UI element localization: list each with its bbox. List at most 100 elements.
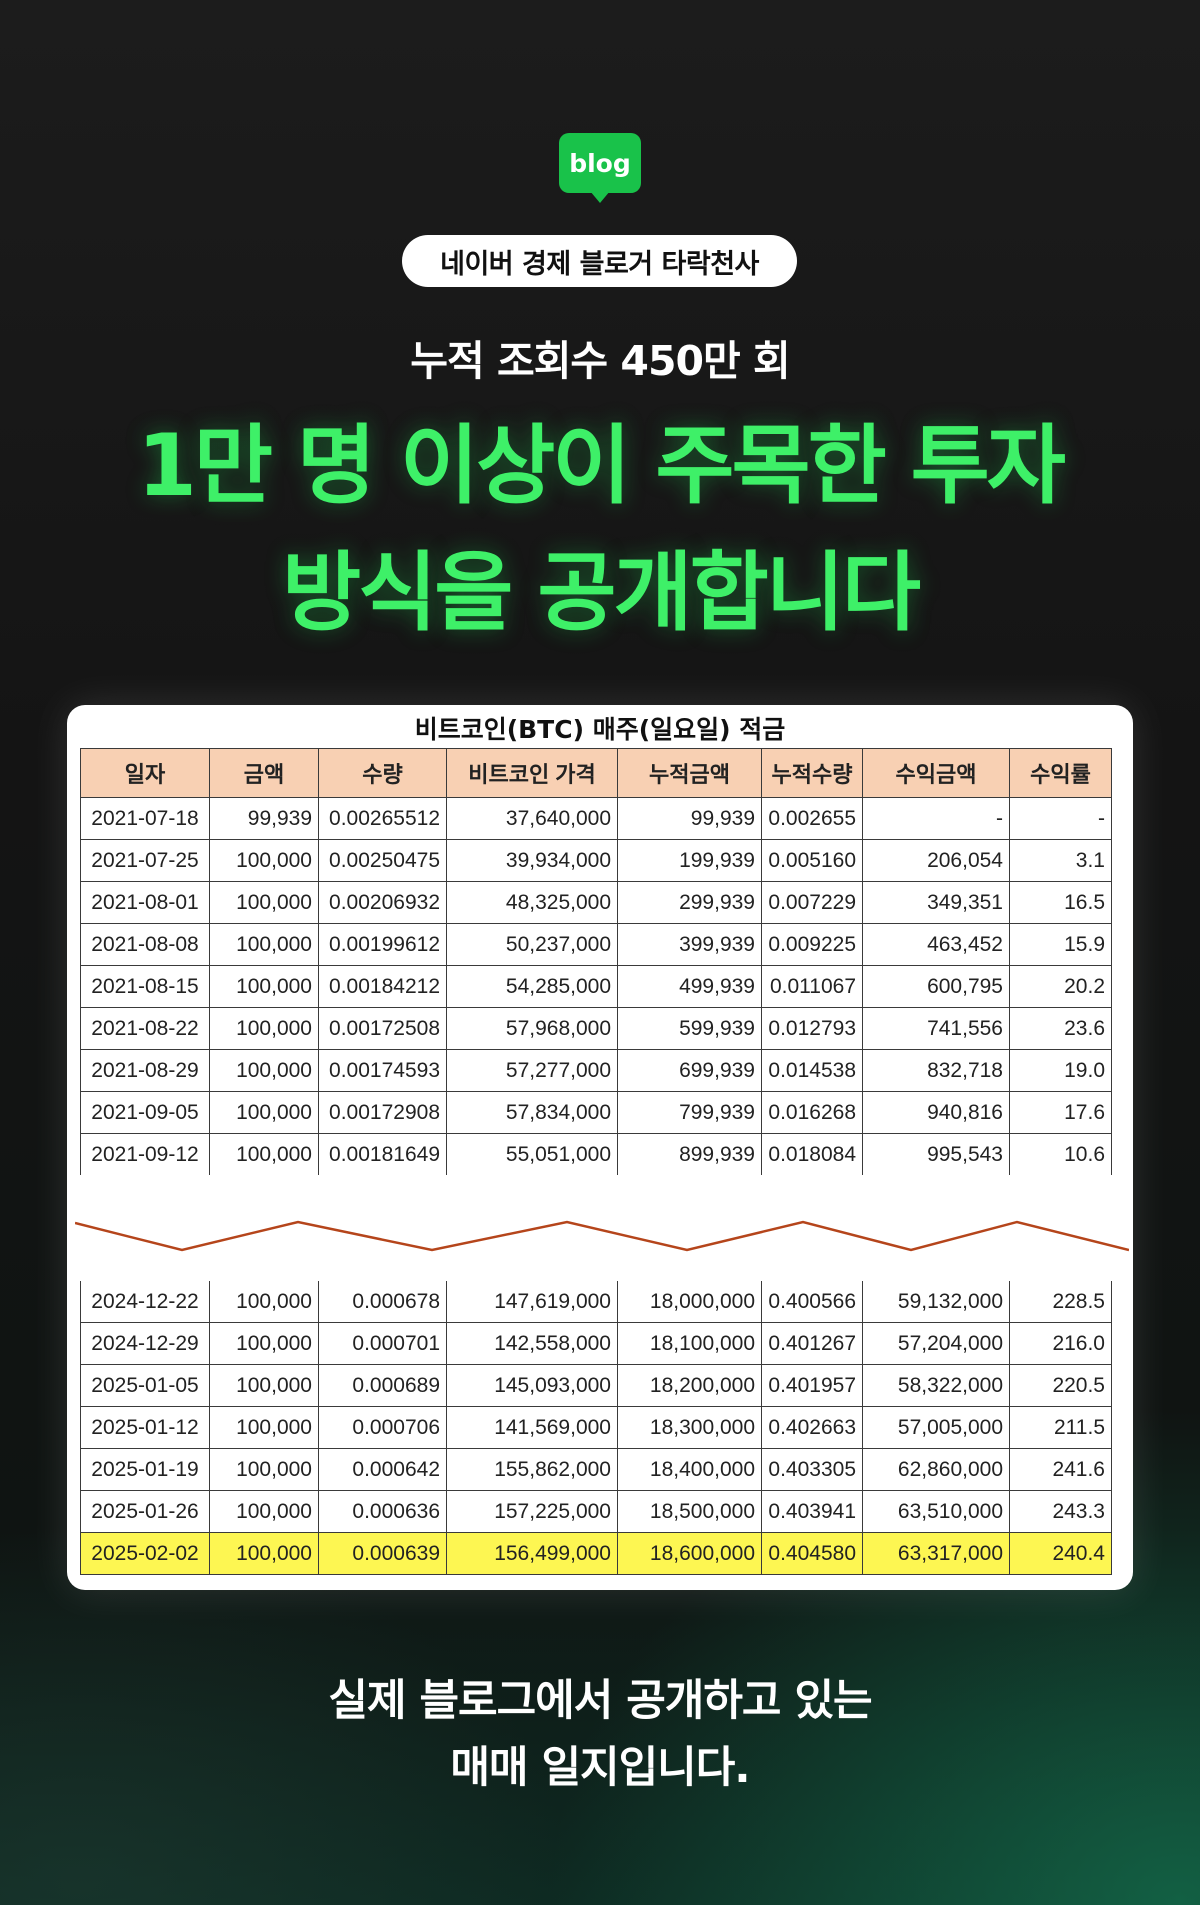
column-header: 누적수량 <box>761 748 863 798</box>
table-cell: 0.009225 <box>761 923 863 966</box>
table-cell: 241.6 <box>1009 1448 1112 1491</box>
table-cell: 0.002655 <box>761 797 863 840</box>
table-cell: 63,317,000 <box>862 1532 1010 1575</box>
table-cell: 100,000 <box>209 1490 319 1533</box>
table-cell: - <box>862 797 1010 840</box>
table-cell: 220.5 <box>1009 1364 1112 1407</box>
table-cell: 99,939 <box>617 797 762 840</box>
table-row: 2024-12-22 100,000 0.000678 147,619,000 18,0… <box>80 1281 1112 1323</box>
table-cell: 100,000 <box>209 923 319 966</box>
table-cell: 100,000 <box>209 839 319 882</box>
table-cell: 216.0 <box>1009 1322 1112 1365</box>
table-cell: 2024-12-22 <box>80 1281 210 1323</box>
table-cell: 18,200,000 <box>617 1364 762 1407</box>
table-cell: 0.011067 <box>761 965 863 1008</box>
table-cell: 155,862,000 <box>446 1448 618 1491</box>
table-cell: 2021-08-29 <box>80 1049 210 1092</box>
table-cell: 2021-07-25 <box>80 839 210 882</box>
table-cell: 0.005160 <box>761 839 863 882</box>
table-row: 2021-07-18 99,939 0.00265512 37,640,000 99,9… <box>80 797 1112 840</box>
table-cell: 499,939 <box>617 965 762 1008</box>
table-row: 2025-01-12 100,000 0.000706 141,569,000 18,3… <box>80 1406 1112 1449</box>
table-cell: 147,619,000 <box>446 1281 618 1323</box>
table-cell: 799,939 <box>617 1091 762 1134</box>
table-cell: 0.000678 <box>318 1281 447 1323</box>
table-cell: 228.5 <box>1009 1281 1112 1323</box>
table-cell: 20.2 <box>1009 965 1112 1008</box>
headline-line-1: 1만 명 이상이 주목한 투자 <box>137 416 1066 516</box>
table-cell: 2024-12-29 <box>80 1322 210 1365</box>
table-cell: 100,000 <box>209 1448 319 1491</box>
table-cell: 206,054 <box>862 839 1010 882</box>
table-cell: 57,968,000 <box>446 1007 618 1050</box>
table-cell: 0.402663 <box>761 1406 863 1449</box>
table-cell: 0.012793 <box>761 1007 863 1050</box>
table-cell: 199,939 <box>617 839 762 882</box>
table-cell: 0.00174593 <box>318 1049 447 1092</box>
table-cell: 0.00250475 <box>318 839 447 882</box>
table-cell: 63,510,000 <box>862 1490 1010 1533</box>
table-row: 2021-08-08 100,000 0.00199612 50,237,000 399… <box>80 923 1112 966</box>
column-header: 비트코인 가격 <box>446 748 618 798</box>
table-cell: 0.000689 <box>318 1364 447 1407</box>
table-cell: 18,600,000 <box>617 1532 762 1575</box>
table-cell: 599,939 <box>617 1007 762 1050</box>
blogger-badge: 네이버 경제 블로거 타락천사 <box>402 235 797 287</box>
journal-table-bottom: 2024-12-22 100,000 0.000678 147,619,000 18,0… <box>80 1281 1112 1575</box>
table-cell: 100,000 <box>209 1322 319 1365</box>
table-cell: 19.0 <box>1009 1049 1112 1092</box>
table-cell: 2021-08-01 <box>80 881 210 924</box>
table-break-zigzag <box>75 1220 1129 1252</box>
table-cell: 156,499,000 <box>446 1532 618 1575</box>
table-cell: 0.000701 <box>318 1322 447 1365</box>
table-cell: 463,452 <box>862 923 1010 966</box>
table-cell: 940,816 <box>862 1091 1010 1134</box>
table-row: 2024-12-29 100,000 0.000701 142,558,000 18,1… <box>80 1322 1112 1365</box>
table-cell: 0.401957 <box>761 1364 863 1407</box>
table-cell: 100,000 <box>209 881 319 924</box>
table-cell: 10.6 <box>1009 1133 1112 1175</box>
table-cell: 58,322,000 <box>862 1364 1010 1407</box>
table-cell: 141,569,000 <box>446 1406 618 1449</box>
table-cell: 2021-07-18 <box>80 797 210 840</box>
table-cell: 142,558,000 <box>446 1322 618 1365</box>
table-cell: 100,000 <box>209 1364 319 1407</box>
table-cell: 2021-08-08 <box>80 923 210 966</box>
footer-line-1: 실제 블로그에서 공개하고 있는 <box>328 1676 872 1726</box>
table-cell: 2021-09-12 <box>80 1133 210 1175</box>
table-cell: 699,939 <box>617 1049 762 1092</box>
table-cell: 0.007229 <box>761 881 863 924</box>
table-cell: 18,000,000 <box>617 1281 762 1323</box>
table-cell: 100,000 <box>209 1091 319 1134</box>
table-cell: 57,005,000 <box>862 1406 1010 1449</box>
table-row-latest: 2025-02-02 100,000 0.000639 156,499,000 18,6… <box>80 1532 1112 1575</box>
table-row: 2021-08-29 100,000 0.00174593 57,277,000 699… <box>80 1049 1112 1092</box>
table-cell: 37,640,000 <box>446 797 618 840</box>
table-cell: 995,543 <box>862 1133 1010 1175</box>
table-cell: 39,934,000 <box>446 839 618 882</box>
table-cell: 0.00206932 <box>318 881 447 924</box>
table-cell: 899,939 <box>617 1133 762 1175</box>
journal-table-top: 일자 금액 수량 비트코인 가격 누적금액 누적수량 수익금액 수익률 2021… <box>80 748 1112 1175</box>
table-cell: 100,000 <box>209 1007 319 1050</box>
table-header-row: 일자 금액 수량 비트코인 가격 누적금액 누적수량 수익금액 수익률 <box>80 748 1112 798</box>
table-cell: 0.000642 <box>318 1448 447 1491</box>
table-cell: 0.000706 <box>318 1406 447 1449</box>
table-cell: 55,051,000 <box>446 1133 618 1175</box>
table-cell: 0.00172508 <box>318 1007 447 1050</box>
column-header: 일자 <box>80 748 210 798</box>
blogger-badge-label: 네이버 경제 블로거 타락천사 <box>440 248 759 280</box>
table-cell: 600,795 <box>862 965 1010 1008</box>
table-cell: 2021-08-15 <box>80 965 210 1008</box>
table-title: 비트코인(BTC) 매주(일요일) 적금 <box>414 715 786 744</box>
table-cell: 832,718 <box>862 1049 1010 1092</box>
table-cell: 18,100,000 <box>617 1322 762 1365</box>
table-cell: 48,325,000 <box>446 881 618 924</box>
column-header: 수량 <box>318 748 447 798</box>
table-cell: 0.018084 <box>761 1133 863 1175</box>
table-cell: 399,939 <box>617 923 762 966</box>
table-cell: 100,000 <box>209 1281 319 1323</box>
footer-line-2: 매매 일지입니다. <box>450 1743 750 1793</box>
table-cell: 100,000 <box>209 1133 319 1175</box>
table-cell: 2025-01-26 <box>80 1490 210 1533</box>
